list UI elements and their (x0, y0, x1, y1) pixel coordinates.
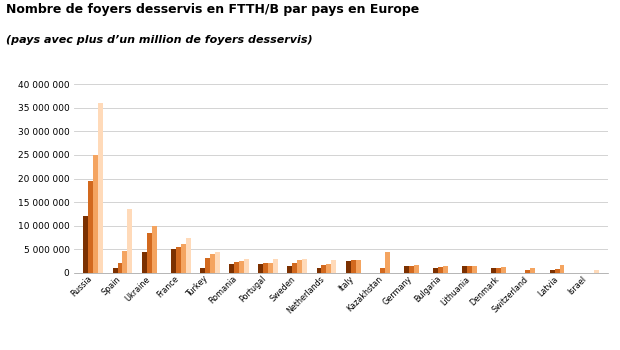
Bar (152, 226, 157, 273)
Bar (147, 233, 152, 273)
Bar (593, 270, 598, 273)
Bar (496, 268, 501, 273)
Bar (317, 268, 322, 273)
Bar (404, 266, 409, 273)
Bar (433, 268, 438, 273)
Bar (549, 270, 554, 273)
Bar (99, 103, 104, 273)
Bar (181, 244, 186, 273)
Bar (443, 266, 448, 273)
Bar (89, 181, 94, 273)
Bar (331, 260, 336, 273)
Bar (128, 209, 133, 273)
Bar (351, 260, 355, 273)
Bar (380, 268, 384, 273)
Bar (462, 266, 467, 273)
Bar (142, 252, 147, 273)
Bar (438, 267, 443, 273)
Bar (244, 259, 249, 273)
Bar (288, 266, 293, 273)
Bar (298, 260, 302, 273)
Bar (327, 264, 331, 273)
Bar (525, 270, 530, 273)
Bar (346, 261, 351, 273)
Bar (84, 216, 89, 273)
Bar (264, 263, 268, 273)
Bar (113, 268, 118, 273)
Bar (467, 266, 472, 273)
Bar (273, 259, 278, 273)
Bar (268, 262, 273, 273)
Bar (322, 265, 327, 273)
Bar (200, 268, 205, 273)
Bar (229, 264, 234, 273)
Bar (491, 268, 496, 273)
Bar (259, 264, 263, 273)
Bar (501, 267, 506, 273)
Bar (409, 266, 414, 273)
Text: (pays avec plus d’un million de foyers desservis): (pays avec plus d’un million de foyers d… (6, 35, 313, 45)
Bar (94, 155, 99, 273)
Bar (355, 260, 360, 273)
Bar (210, 254, 215, 273)
Bar (171, 249, 176, 273)
Bar (234, 262, 239, 273)
Bar (302, 259, 307, 273)
Bar (186, 238, 191, 273)
Bar (176, 247, 181, 273)
Bar (530, 268, 535, 273)
Bar (559, 265, 564, 273)
Bar (384, 252, 389, 273)
Text: Nombre de foyers desservis en FTTH/B par pays en Europe: Nombre de foyers desservis en FTTH/B par… (6, 4, 420, 16)
Bar (554, 269, 559, 273)
Bar (205, 258, 210, 273)
Bar (123, 251, 128, 273)
Bar (414, 265, 418, 273)
Bar (472, 266, 477, 273)
Bar (118, 262, 123, 273)
Bar (215, 252, 220, 273)
Bar (293, 263, 298, 273)
Bar (239, 261, 244, 273)
